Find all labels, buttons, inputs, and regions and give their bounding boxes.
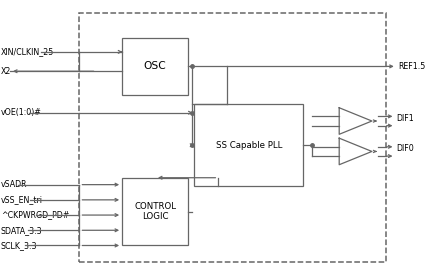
Text: DIF0: DIF0 <box>397 144 414 153</box>
Text: ^CKPWRGD_PD#: ^CKPWRGD_PD# <box>1 210 69 220</box>
Text: SDATA_3.3: SDATA_3.3 <box>1 226 42 235</box>
Text: vOE(1:0)#: vOE(1:0)# <box>1 108 41 117</box>
Text: DIF1: DIF1 <box>397 114 414 123</box>
Bar <box>194 105 303 186</box>
Text: vSADR: vSADR <box>1 180 27 189</box>
Bar <box>122 38 188 95</box>
Text: OSC: OSC <box>144 61 166 71</box>
Text: XIN/CLKIN_25: XIN/CLKIN_25 <box>1 47 54 56</box>
Bar <box>79 13 386 262</box>
Text: REF1.5: REF1.5 <box>398 62 425 71</box>
Text: SCLK_3.3: SCLK_3.3 <box>1 241 37 250</box>
Text: vSS_EN_tri: vSS_EN_tri <box>1 195 43 204</box>
Bar <box>122 178 188 245</box>
Text: CONTROL
LOGIC: CONTROL LOGIC <box>134 202 176 221</box>
Text: SS Capable PLL: SS Capable PLL <box>216 141 282 150</box>
Text: X2: X2 <box>1 67 11 76</box>
